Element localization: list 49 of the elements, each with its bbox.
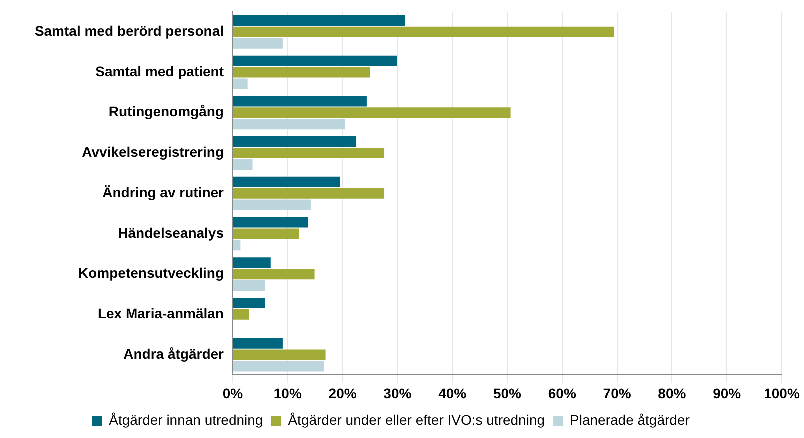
x-tick-label: 30%: [384, 385, 412, 402]
bar: [234, 119, 346, 130]
bar: [234, 309, 250, 320]
bar: [234, 200, 312, 210]
y-tick-label: Ändring av rutiner: [102, 184, 225, 200]
bar: [234, 15, 406, 26]
x-tick-label: 60%: [548, 385, 577, 402]
bar: [234, 159, 253, 170]
bar: [234, 26, 614, 38]
legend-label: Planerade åtgärder: [570, 412, 690, 428]
y-tick-label: Samtal med patient: [96, 63, 224, 80]
x-tick-label: 50%: [493, 385, 522, 402]
x-tick-label: 20%: [328, 385, 358, 402]
bar: [234, 188, 385, 199]
bar: [234, 338, 283, 349]
y-tick-label: Rutingenomgång: [108, 104, 224, 120]
x-tick-label: 80%: [658, 385, 687, 402]
x-tick-label: 90%: [713, 385, 742, 402]
bar: [234, 361, 324, 372]
bar: [234, 108, 511, 118]
x-tick-label: 70%: [603, 385, 632, 402]
x-tick-label: 40%: [438, 385, 468, 402]
y-tick-label: Kompetensutveckling: [78, 265, 224, 282]
bar: [234, 350, 326, 360]
bar: [234, 217, 308, 228]
bar: [234, 96, 367, 107]
bar: [234, 280, 266, 292]
y-tick-label: Avvikelseregistrering: [82, 144, 224, 160]
bar: [234, 78, 248, 90]
bar: [234, 67, 370, 78]
bar: [234, 56, 398, 66]
bar: [234, 269, 315, 280]
bar: [234, 176, 340, 188]
y-tick-label: Samtal med berörd personal: [34, 23, 224, 40]
bar: [234, 298, 266, 308]
legend-label: Åtgärder under eller efter IVO:s utredning: [288, 412, 546, 428]
y-tick-label: Händelseanalys: [118, 224, 224, 241]
y-tick-label: Lex Maria-anmälan: [98, 306, 224, 322]
bar: [234, 228, 300, 240]
bar: [234, 136, 357, 148]
bar: [234, 240, 241, 251]
x-tick-label: 100%: [764, 385, 800, 402]
x-tick-label: 10%: [274, 385, 302, 402]
x-tick-label: 0%: [222, 385, 244, 402]
bar: [234, 148, 385, 159]
bar: [234, 258, 271, 268]
legend-label: Åtgärder innan utredning: [109, 412, 264, 428]
y-tick-label: Andra åtgärder: [124, 346, 225, 362]
bar: [234, 38, 283, 49]
